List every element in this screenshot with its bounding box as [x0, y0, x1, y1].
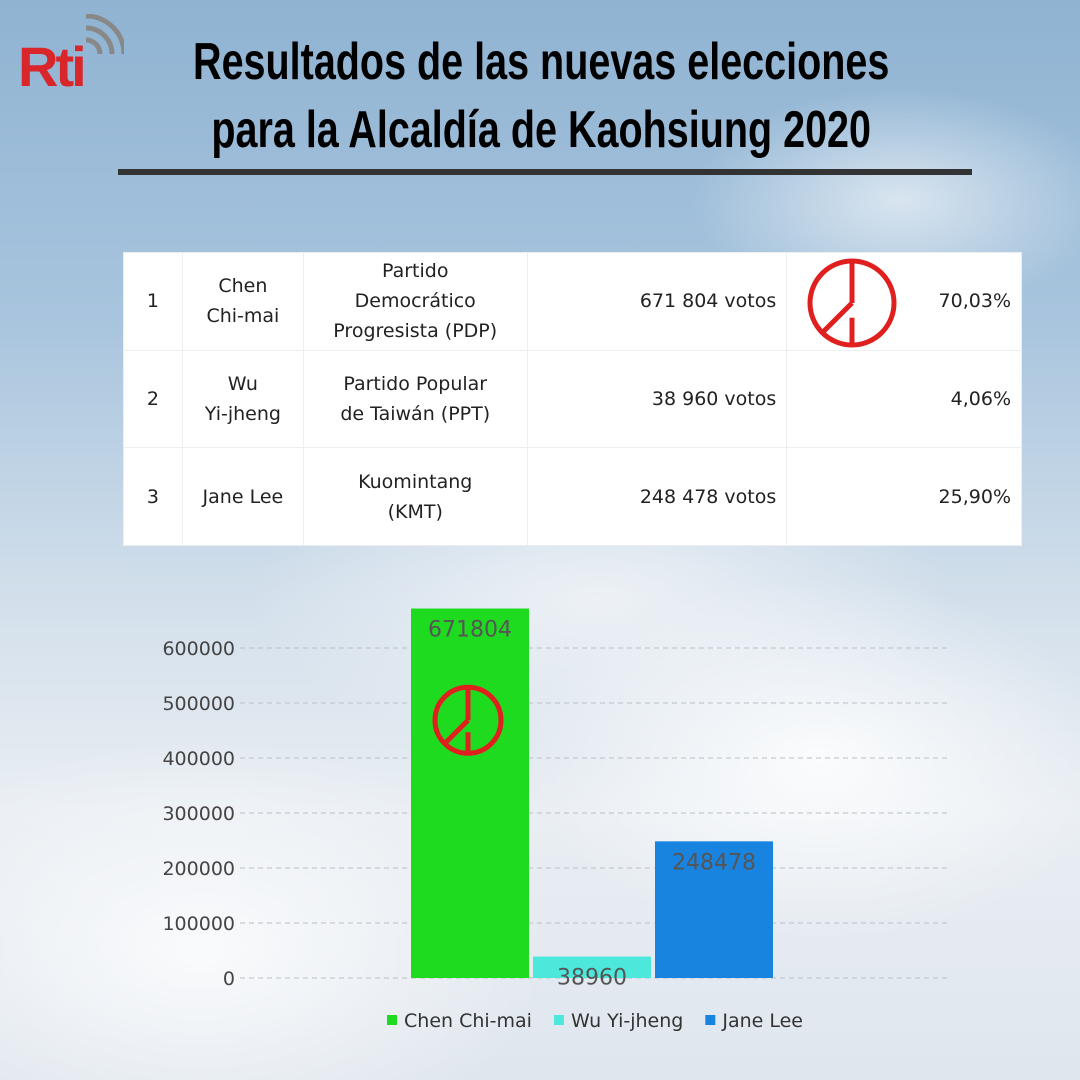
- legend-item: Wu Yi-jheng: [553, 1010, 683, 1032]
- votes-cell: 38 960 votos: [526, 349, 788, 449]
- table-row: 1 Chen Chi-mai Partido Democrático Progres…: [123, 252, 1022, 351]
- y-tick-label: 300000: [162, 803, 235, 825]
- rank-cell: 1: [123, 252, 183, 351]
- percent: 4,06%: [950, 387, 1011, 410]
- y-tick-label: 500000: [162, 693, 235, 715]
- candidate: Chen Chi-mai: [206, 275, 280, 328]
- legend-swatch: [387, 1015, 398, 1025]
- y-tick-label: 100000: [162, 913, 235, 935]
- candidate-cell: Wu Yi-jheng: [181, 349, 304, 449]
- y-tick-label: 200000: [162, 858, 235, 880]
- party: Partido Popular de Taiwán (PPT): [340, 372, 491, 425]
- party: Partido Democrático Progresista (PDP): [333, 260, 498, 343]
- votes: 248 478 votos: [639, 485, 777, 508]
- candidate: Jane Lee: [202, 485, 284, 508]
- party-cell: Kuomintang (KMT): [302, 447, 528, 546]
- logo-signal: [85, 14, 124, 55]
- winner-mark: [807, 258, 897, 348]
- legend-label: Chen Chi-mai: [404, 1010, 532, 1032]
- legend-swatch: [553, 1015, 564, 1025]
- logo: Rti: [18, 35, 87, 98]
- winner-mark-line: [443, 718, 470, 746]
- rank: 2: [146, 387, 160, 410]
- legend-swatch: [705, 1015, 716, 1025]
- legend-item: Jane Lee: [705, 1010, 803, 1032]
- data-label: 248478: [672, 850, 756, 875]
- bar: [533, 956, 651, 978]
- percent-cell: 4,06%: [786, 349, 1022, 449]
- party-cell: Partido Democrático Progresista (PDP): [302, 252, 528, 351]
- table-row: 3 Jane Lee Kuomintang (KMT) 248 478 votos 25…: [123, 447, 1022, 546]
- candidate: Wu Yi-jheng: [204, 372, 281, 425]
- legend-item: Chen Chi-mai: [387, 1010, 532, 1032]
- party: Kuomintang (KMT): [358, 470, 473, 523]
- legend-label: Wu Yi-jheng: [571, 1010, 683, 1032]
- table-row: 2 Wu Yi-jheng Partido Popular de Taiwán (P…: [123, 349, 1022, 449]
- party-cell: Partido Popular de Taiwán (PPT): [302, 349, 528, 449]
- y-tick-label: 0: [223, 968, 235, 990]
- votes: 38 960 votos: [651, 387, 777, 410]
- percent: 70,03%: [938, 290, 1011, 313]
- bar: [655, 841, 773, 978]
- rank: 1: [146, 290, 160, 313]
- title-rule: [118, 169, 972, 175]
- bar: [411, 608, 529, 978]
- y-tick-label: 600000: [162, 638, 235, 660]
- votes: 671 804 votos: [639, 290, 777, 313]
- percent-cell: 70,03%: [786, 252, 1022, 351]
- rank: 3: [146, 485, 160, 508]
- candidate-cell: Jane Lee: [181, 447, 304, 546]
- percent: 25,90%: [938, 485, 1011, 508]
- winner-mark: [432, 684, 504, 756]
- legend-label: Jane Lee: [721, 1010, 803, 1032]
- percent-cell: 25,90%: [786, 447, 1022, 546]
- results-table: 1 Chen Chi-mai Partido Democrático Progres…: [123, 252, 1022, 546]
- title-line: Resultados de las nuevas elecciones: [193, 33, 890, 91]
- data-label: 671804: [428, 618, 512, 643]
- y-tick-label: 400000: [162, 748, 235, 770]
- title-line: para la Alcaldía de Kaohsiung 2020: [211, 101, 872, 159]
- candidate-cell: Chen Chi-mai: [181, 252, 304, 351]
- data-label: 38960: [557, 966, 627, 991]
- rank-cell: 3: [123, 447, 183, 546]
